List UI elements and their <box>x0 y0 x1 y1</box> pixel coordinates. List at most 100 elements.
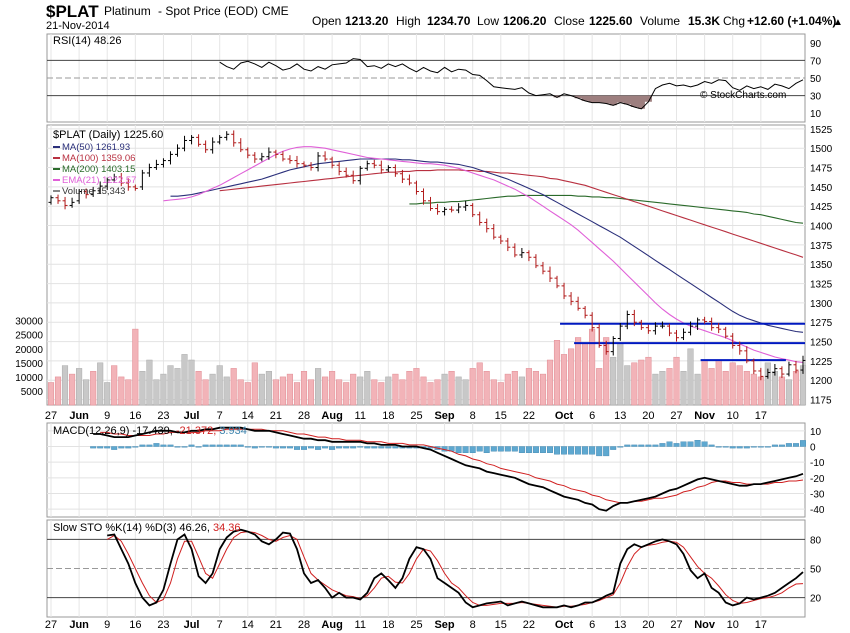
volume-bar <box>764 362 771 406</box>
macd-histogram-bar <box>336 446 343 449</box>
chg-value: +12.60 (+1.04%) <box>747 14 836 28</box>
price-bar <box>294 155 300 168</box>
price-tick-1525: 1525 <box>810 125 833 136</box>
volume-bar <box>659 371 666 406</box>
price-bar <box>610 336 616 356</box>
price-bar <box>315 152 321 172</box>
price-bar <box>160 158 166 168</box>
volume-bar <box>146 359 153 406</box>
volume-tick-15000: 15000 <box>15 359 43 370</box>
price-bar <box>702 316 708 324</box>
volume-tick-20000: 20000 <box>15 345 43 356</box>
x-axis: 27 Jun 9 16 23 Jul 7 14 21 28 Aug 11 18 25 Sep 8 15 22 Oct… <box>45 410 767 422</box>
macd-tick-10: 10 <box>810 427 822 438</box>
price-tick-1375: 1375 <box>810 241 833 252</box>
macd-histogram-bar <box>301 446 308 450</box>
x-tick-19: 6 <box>589 410 595 422</box>
rsi-line <box>219 58 804 110</box>
price-bar <box>723 326 729 339</box>
macd-histogram-bar <box>230 444 237 447</box>
price-tick-1400: 1400 <box>810 222 833 233</box>
price-bar <box>273 149 279 159</box>
price-bar <box>673 329 679 342</box>
x-tick-17: 22 <box>523 619 535 631</box>
macd-histogram-bar <box>315 446 322 450</box>
price-bar <box>308 162 314 171</box>
macd-histogram-bar <box>764 446 771 448</box>
volume-bar <box>286 373 293 406</box>
price-bar <box>287 155 293 164</box>
price-bar <box>139 169 145 190</box>
x-tick-7: 14 <box>242 410 254 422</box>
volume-bar <box>596 368 603 406</box>
price-bar <box>224 131 230 141</box>
price-bar <box>589 312 595 332</box>
x-tick-10: Aug <box>321 619 342 631</box>
volume-bar <box>589 328 596 406</box>
sto-label-k: Slow STO %K(14) %D(3) 46.26, <box>53 522 213 534</box>
x-tick-2: 9 <box>104 619 110 631</box>
volume-label: Volume <box>640 14 680 28</box>
ma200-line <box>409 194 804 224</box>
volume-bar <box>715 359 722 406</box>
volume-bar <box>406 371 413 406</box>
price-bar <box>449 206 455 213</box>
price-bar <box>350 170 356 184</box>
x-tick-22: 27 <box>670 619 682 631</box>
volume-bar <box>111 365 118 406</box>
x-tick-13: 25 <box>410 619 422 631</box>
macd-tick--10: -10 <box>810 458 825 469</box>
volume-bar <box>546 359 554 406</box>
volume-bar <box>272 379 279 406</box>
volume-bar <box>97 362 104 406</box>
x-tick-21: 20 <box>642 410 654 422</box>
volume-bar <box>54 376 62 406</box>
price-bar <box>666 323 672 337</box>
macd-histogram-bar <box>160 444 167 447</box>
price-bar <box>484 218 490 233</box>
volume-bar <box>350 373 357 406</box>
price-tick-1200: 1200 <box>810 376 833 387</box>
macd-line <box>93 426 804 512</box>
volume-bar <box>476 362 483 406</box>
volume-tick-30000: 30000 <box>15 317 43 328</box>
price-bar <box>406 174 412 186</box>
volume-bar <box>504 373 511 406</box>
macd-histogram-bar <box>652 444 659 447</box>
x-tick-0: 27 <box>45 410 57 422</box>
instrument-name: Platinum <box>104 4 151 18</box>
price-bar <box>413 180 419 195</box>
price-tick-1450: 1450 <box>810 183 833 194</box>
volume-bar <box>230 368 237 406</box>
chg-up-icon: ▲ <box>833 17 843 28</box>
macd-histogram-bar <box>371 446 378 449</box>
volume-bar <box>483 371 490 406</box>
price-bar <box>730 333 736 349</box>
price-bar <box>111 173 117 183</box>
volume-bar <box>553 340 561 406</box>
price-bar <box>76 189 82 204</box>
high-label: High <box>396 14 421 28</box>
volume-bar <box>687 348 694 406</box>
macd-histogram-bar <box>729 446 736 449</box>
rsi-label: RSI(14) 48.26 <box>53 35 121 47</box>
price-bar <box>554 275 560 289</box>
x-tick-14: Sep <box>434 619 454 631</box>
macd-histogram-bar <box>778 444 785 447</box>
volume-bar <box>118 376 125 406</box>
volume-bar <box>174 368 181 406</box>
rsi-tick-10: 10 <box>810 109 822 120</box>
volume-bar <box>469 368 476 406</box>
x-tick-13: 25 <box>410 410 422 422</box>
volume-bar <box>729 362 736 406</box>
volume-bar <box>300 371 308 406</box>
volume-bar <box>420 376 427 406</box>
volume-bar <box>785 379 792 406</box>
price-bar <box>210 137 216 154</box>
macd-histogram-bar <box>532 446 539 454</box>
macd-histogram-bar <box>216 444 223 447</box>
price-bar <box>252 152 258 163</box>
x-tick-16: 15 <box>495 410 507 422</box>
macd-histogram-bar <box>104 446 111 449</box>
macd-tick--20: -20 <box>810 474 825 485</box>
